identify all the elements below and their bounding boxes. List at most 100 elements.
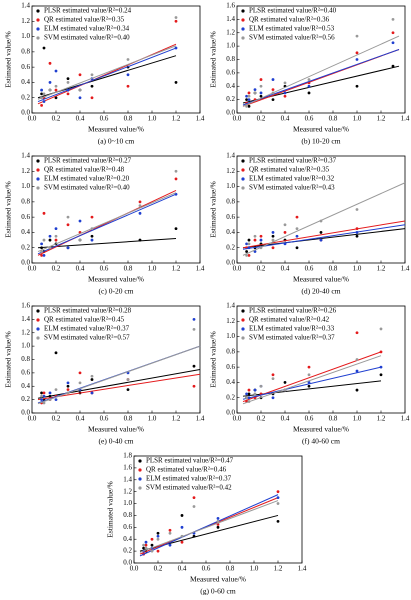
caption: (g) 0-60 cm bbox=[200, 587, 236, 596]
point bbox=[355, 234, 359, 238]
point bbox=[40, 391, 43, 395]
point bbox=[271, 396, 275, 400]
point bbox=[283, 94, 287, 98]
y-tick-label: 1.0 bbox=[226, 42, 235, 50]
legend-marker bbox=[241, 318, 245, 322]
point bbox=[245, 392, 249, 396]
point bbox=[307, 373, 311, 377]
legend-marker bbox=[36, 168, 40, 172]
y-tick-label: 0.2 bbox=[226, 243, 235, 251]
point bbox=[319, 231, 323, 234]
y-tick-label: 0.8 bbox=[123, 511, 132, 519]
y-tick-label: 0.8 bbox=[226, 197, 235, 205]
legend-marker bbox=[241, 168, 245, 172]
legend-marker bbox=[241, 336, 245, 340]
point bbox=[66, 381, 70, 385]
point bbox=[355, 358, 359, 361]
x-tick-label: 1.0 bbox=[148, 115, 157, 123]
legend-label: PLSR estimated value/R²=0.47 bbox=[146, 457, 234, 465]
fit-line bbox=[139, 494, 279, 557]
y-axis-label: Estimated value/% bbox=[209, 31, 218, 87]
point bbox=[247, 94, 251, 98]
point bbox=[66, 77, 70, 81]
panel: 0.0 0.2 0.4 0.6 0.8 1.0 1.2 1.4 0.0 0.2 0.4 0.6 0.8 1… bbox=[106, 452, 307, 596]
point bbox=[283, 223, 287, 227]
point bbox=[247, 388, 251, 392]
point bbox=[48, 234, 52, 238]
point bbox=[283, 81, 287, 85]
point bbox=[126, 73, 130, 77]
legend-marker bbox=[241, 186, 245, 190]
x-tick-label: 0.2 bbox=[257, 415, 266, 423]
point bbox=[168, 531, 172, 535]
point bbox=[42, 391, 46, 395]
x-tick-label: 1.0 bbox=[250, 565, 259, 573]
fit-line bbox=[242, 220, 406, 249]
x-tick-label: 1.0 bbox=[353, 115, 362, 123]
x-tick-label: 0.8 bbox=[124, 415, 133, 423]
point bbox=[247, 253, 251, 257]
point bbox=[90, 73, 94, 77]
y-tick-label: 0.8 bbox=[21, 47, 30, 55]
point bbox=[42, 46, 46, 50]
point bbox=[156, 549, 160, 553]
x-tick-label: 0.2 bbox=[52, 415, 61, 423]
legend-label: QR estimated value/R²=0.36 bbox=[249, 16, 330, 24]
legend-label: QR estimated value/R²=0.45 bbox=[44, 316, 125, 324]
point bbox=[180, 514, 184, 517]
fit-line bbox=[37, 373, 201, 401]
point bbox=[126, 84, 130, 88]
x-axis-label: Measured value/% bbox=[88, 125, 144, 134]
x-tick-label: 1.4 bbox=[196, 415, 205, 423]
point bbox=[126, 388, 130, 391]
fit-line bbox=[37, 189, 177, 256]
point bbox=[245, 98, 249, 102]
point bbox=[355, 34, 359, 38]
point bbox=[216, 517, 220, 520]
point bbox=[66, 388, 70, 391]
y-tick-label: 0.8 bbox=[226, 347, 235, 355]
y-tick-label: 0.4 bbox=[21, 78, 30, 86]
x-tick-label: 0.8 bbox=[329, 115, 338, 123]
point bbox=[40, 103, 43, 107]
panel: 0.0 0.2 0.4 0.6 0.8 1.0 1.2 1.4 0.0 0.2 0.4 0.6 0.8 1… bbox=[209, 302, 410, 446]
x-tick-label: 0.4 bbox=[178, 565, 187, 573]
point bbox=[253, 238, 257, 242]
fit-line bbox=[37, 345, 201, 405]
y-tick-label: 1.2 bbox=[226, 317, 235, 325]
point bbox=[42, 211, 46, 215]
legend-marker bbox=[138, 468, 142, 472]
point bbox=[307, 381, 311, 384]
point bbox=[253, 234, 257, 238]
point bbox=[144, 543, 148, 547]
y-axis-label: Estimated value/% bbox=[4, 181, 13, 237]
point bbox=[180, 525, 184, 529]
point bbox=[247, 238, 251, 242]
point bbox=[90, 84, 94, 88]
x-axis-label: Measured value/% bbox=[293, 275, 349, 284]
point bbox=[391, 64, 395, 68]
y-axis-label: Estimated value/% bbox=[209, 181, 218, 237]
x-tick-label: 0.8 bbox=[226, 565, 235, 573]
x-tick-label: 1.4 bbox=[196, 115, 205, 123]
point bbox=[54, 96, 58, 100]
y-tick-label: 1.4 bbox=[226, 152, 235, 160]
x-tick-label: 0.6 bbox=[100, 265, 109, 273]
point bbox=[42, 253, 46, 257]
point bbox=[276, 490, 280, 494]
x-tick-label: 0.4 bbox=[76, 415, 85, 423]
point bbox=[48, 391, 52, 395]
point bbox=[78, 381, 82, 385]
legend-label: ELM estimated value/R²=0.32 bbox=[249, 175, 335, 183]
legend-marker bbox=[241, 327, 245, 331]
x-tick-label: 0.4 bbox=[76, 115, 85, 123]
point bbox=[247, 104, 251, 108]
y-tick-label: 0.4 bbox=[226, 378, 235, 386]
point bbox=[54, 388, 58, 391]
point bbox=[144, 546, 148, 550]
point bbox=[66, 223, 70, 227]
fit-line bbox=[242, 35, 400, 107]
legend-marker bbox=[36, 9, 40, 13]
panel: 0.0 0.2 0.4 0.6 0.8 1.0 1.2 1.4 0.0 0.2 0.4 0.6 0.8 1… bbox=[4, 302, 205, 446]
legend-label: SVM estimated value/R²=0.57 bbox=[44, 334, 130, 342]
